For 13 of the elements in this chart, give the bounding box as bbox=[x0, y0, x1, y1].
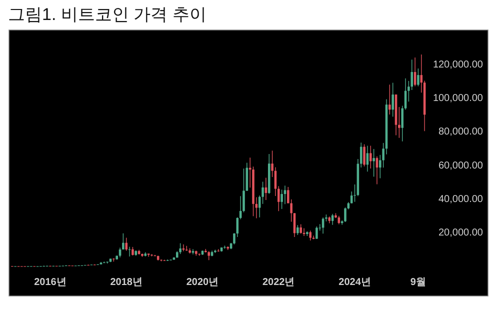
y-tick-label: 60,000.00 bbox=[438, 160, 484, 172]
y-tick-label: 40,000.00 bbox=[438, 194, 484, 205]
x-tick-label: 9월 bbox=[410, 277, 426, 288]
x-tick-label: 2024년 bbox=[338, 277, 371, 288]
y-tick-label: 80,000.00 bbox=[438, 126, 484, 138]
x-tick-label: 2016년 bbox=[34, 277, 66, 288]
x-tick-label: 2020년 bbox=[186, 277, 219, 288]
title: 그림1. 비트코인 가격 추이 bbox=[8, 5, 206, 24]
y-tick-label: 100,000.00 bbox=[432, 93, 484, 104]
y-tick-label: 120,000.00 bbox=[432, 59, 484, 70]
x-tick-label: 2018년 bbox=[110, 277, 142, 288]
x-tick-label: 2022년 bbox=[262, 277, 295, 288]
y-tick-label: 20,000.00 bbox=[438, 227, 484, 238]
